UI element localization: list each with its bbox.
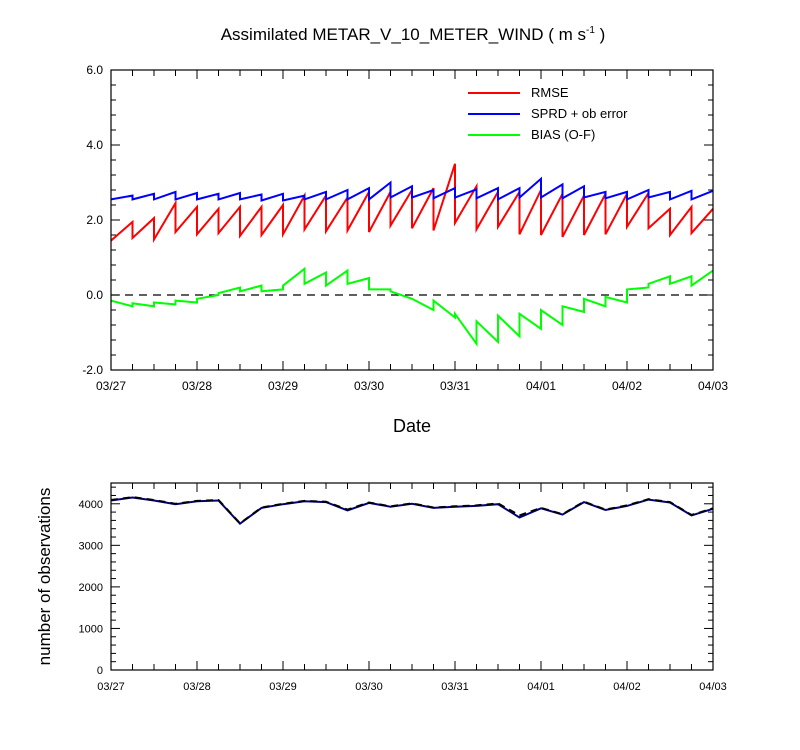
x-tick-label: 03/31 [441, 681, 469, 693]
y-tick-label: 3000 [79, 540, 103, 552]
x-tick-label: 04/03 [698, 379, 728, 393]
x-tick-label: 03/29 [268, 379, 298, 393]
x-tick-label: 03/29 [269, 681, 297, 693]
plot-frame [110, 69, 714, 371]
legend-label: RMSE [531, 85, 569, 100]
legend-label: BIAS (O-F) [531, 127, 595, 142]
x-tick-label: 03/31 [440, 379, 470, 393]
x-tick-label: 04/01 [526, 379, 556, 393]
x-tick-label: 04/03 [699, 681, 727, 693]
x-tick-label: 03/30 [355, 681, 383, 693]
y-axis-label: number of observations [35, 488, 54, 666]
x-tick-label: 03/28 [183, 681, 211, 693]
top-chart: -2.0 0.0 2.0 4.0 6.0 03/27 03/28 03/29 03/30 03/3… [82, 63, 728, 436]
x-axis-label: Date [393, 416, 431, 436]
y-tick-label: 0 [97, 665, 103, 677]
y-tick-label: -2.0 [82, 363, 103, 377]
series-line-possible [110, 496, 714, 525]
y-tick-label: 4000 [79, 499, 103, 511]
figure-title: Assimilated METAR_V_10_METER_WIND ( m s-… [221, 25, 606, 44]
y-tick-label: 6.0 [86, 63, 103, 77]
y-tick-label: 2.0 [86, 213, 103, 227]
x-tick-label: 04/02 [613, 681, 641, 693]
series-line-rmse [110, 163, 714, 244]
x-tick-label: 04/02 [612, 379, 642, 393]
bottom-chart: 0 1000 2000 3000 4000 03/27 03/28 03/29 03/30 03/… [35, 482, 727, 693]
x-tick-label: 03/30 [354, 379, 384, 393]
y-tick-label: 4.0 [86, 138, 103, 152]
x-tick-label: 03/27 [96, 379, 126, 393]
series-line-used [110, 496, 714, 526]
y-tick-label: 2000 [79, 582, 103, 594]
plot-frame [110, 482, 714, 671]
x-tick-label: 03/27 [97, 681, 125, 693]
y-tick-label: 0.0 [86, 288, 103, 302]
y-tick-label: 1000 [79, 623, 103, 635]
series-line-sprd-ob-error [110, 176, 714, 202]
series-line-bias-o-f [110, 266, 714, 347]
x-tick-label: 04/01 [527, 681, 555, 693]
x-tick-label: 03/28 [182, 379, 212, 393]
legend-label: SPRD + ob error [531, 106, 628, 121]
